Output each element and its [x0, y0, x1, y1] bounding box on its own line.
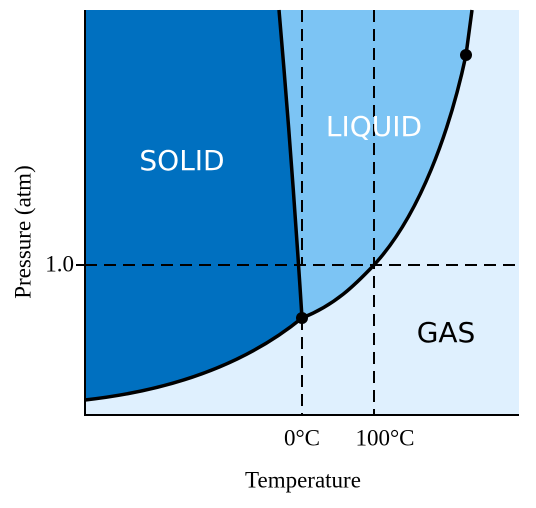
solid-label: SOLID — [139, 144, 224, 177]
critical-point — [460, 49, 472, 61]
x-tick-label: 100°C — [355, 425, 414, 450]
y-axis-label: Pressure (atm) — [10, 165, 35, 299]
solid-region — [85, 10, 302, 400]
liquid-region — [279, 10, 472, 318]
x-axis-label: Temperature — [245, 467, 361, 492]
triple-point — [296, 312, 308, 324]
reference-lines — [85, 10, 519, 415]
phase-boundaries — [84, 9, 474, 402]
y-tick-label: 1.0 — [45, 251, 74, 276]
axes — [76, 10, 519, 416]
sublimation-curve — [84, 316, 304, 402]
fusion-curve — [277, 9, 304, 319]
liquid-label: LIQUID — [326, 110, 422, 143]
vaporization-curve — [301, 9, 474, 320]
gas-label: GAS — [417, 316, 476, 349]
x-tick-label: 0°C — [284, 425, 320, 450]
